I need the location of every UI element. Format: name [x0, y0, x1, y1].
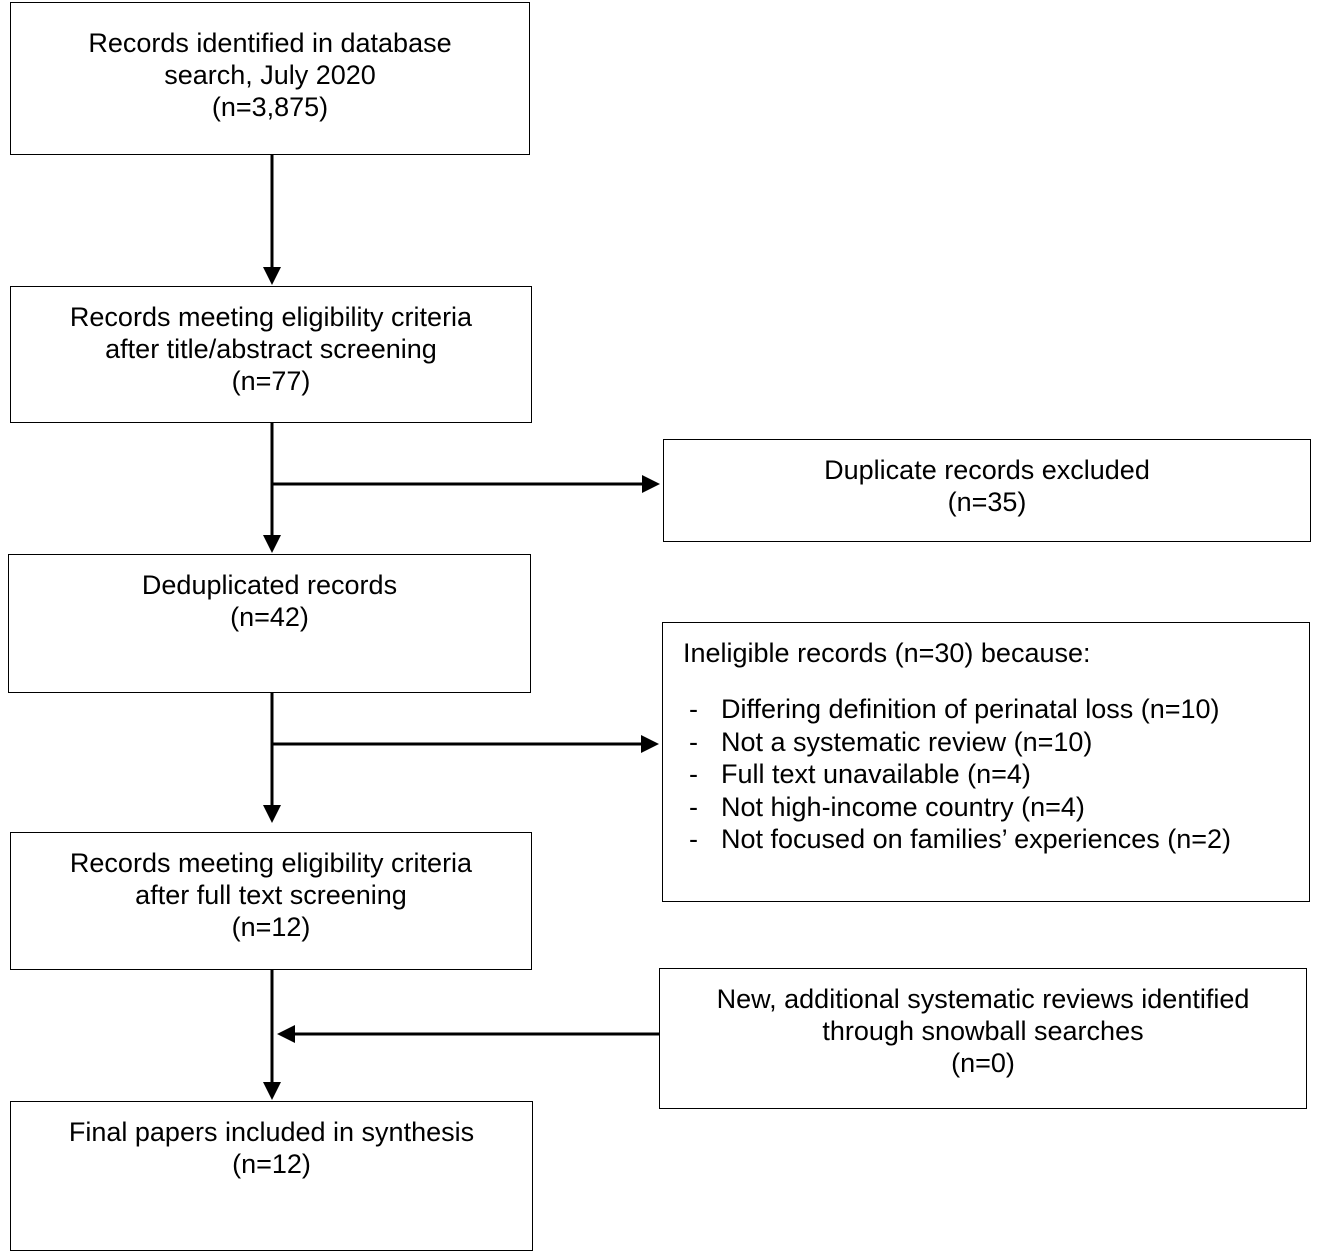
reason-item: Not focused on families’ experiences (n=…: [689, 823, 1309, 856]
box-text-line: after title/abstract screening: [105, 334, 437, 364]
box-text-line: Records identified in database: [88, 28, 452, 58]
deduplicated-records-box: Deduplicated records (n=42): [8, 554, 531, 693]
box-count: (n=12): [231, 912, 311, 942]
box-text-line: after full text screening: [135, 880, 407, 910]
box-text-line: Duplicate records excluded: [824, 455, 1150, 485]
box-count: (n=12): [232, 1149, 311, 1179]
reason-item: Not high-income country (n=4): [689, 791, 1309, 824]
box-count: (n=3,875): [211, 92, 329, 122]
duplicates-excluded-box: Duplicate records excluded (n=35): [663, 439, 1311, 542]
reason-item: Not a systematic review (n=10): [689, 726, 1309, 759]
ineligible-heading: Ineligible records (n=30) because:: [683, 638, 1091, 668]
box-text-line: Records meeting eligibility criteria: [69, 302, 473, 332]
box-text-line: through snowball searches: [822, 1016, 1144, 1046]
reason-item: Full text unavailable (n=4): [689, 758, 1309, 791]
title-abstract-screening-box: Records meeting eligibility criteria aft…: [10, 286, 532, 423]
box-text-line: New, additional systematic reviews ident…: [716, 984, 1250, 1014]
snowball-search-box: New, additional systematic reviews ident…: [659, 968, 1307, 1109]
box-text-line: search, July 2020: [164, 60, 376, 90]
box-text-line: Records meeting eligibility criteria: [69, 848, 473, 878]
ineligible-records-box: Ineligible records (n=30) because: Diffe…: [662, 622, 1310, 902]
final-papers-box: Final papers included in synthesis (n=12…: [10, 1101, 533, 1251]
box-text-line: Final papers included in synthesis: [68, 1117, 475, 1147]
box-text-line: Deduplicated records: [141, 570, 398, 600]
records-identified-box: Records identified in database search, J…: [10, 2, 530, 155]
box-count: (n=35): [947, 487, 1027, 517]
box-count: (n=0): [951, 1048, 1015, 1078]
box-count: (n=42): [230, 602, 309, 632]
ineligible-reasons-list: Differing definition of perinatal loss (…: [663, 693, 1309, 856]
full-text-screening-box: Records meeting eligibility criteria aft…: [10, 832, 532, 970]
reason-item: Differing definition of perinatal loss (…: [689, 693, 1309, 726]
box-count: (n=77): [231, 366, 311, 396]
